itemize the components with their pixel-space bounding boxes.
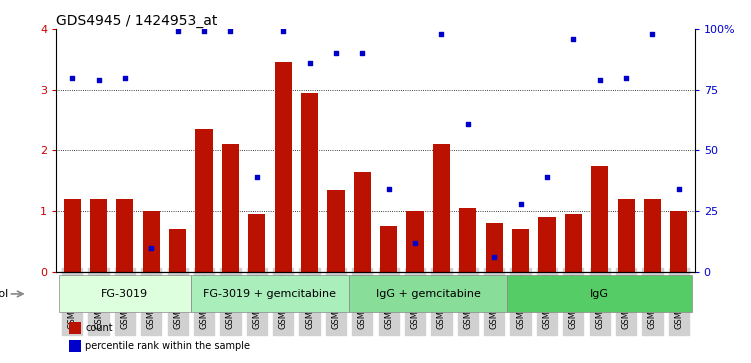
Bar [69,340,80,352]
Point [488,254,500,260]
Point [409,240,421,246]
Bar [349,276,508,313]
Bar [195,129,213,272]
Bar [644,199,661,272]
Bar [327,190,345,272]
Bar [116,199,134,272]
Bar [169,229,186,272]
Point [145,245,157,250]
Point [383,186,395,192]
Point [567,36,579,42]
Bar [486,223,502,272]
Bar [143,211,160,272]
Point [225,29,237,34]
Text: protocol: protocol [0,289,8,299]
Point [436,31,448,37]
Bar [301,93,318,272]
Point [514,201,526,207]
Point [356,50,368,56]
Point [330,50,342,56]
Bar [671,211,687,272]
Bar [406,211,424,272]
Bar [460,208,476,272]
Bar [69,322,80,334]
Text: count: count [85,323,113,333]
Bar [222,144,239,272]
Point [673,186,685,192]
Bar [64,199,80,272]
Bar [249,214,265,272]
Bar [433,144,450,272]
Point [594,77,606,83]
Text: FG-3019: FG-3019 [101,289,149,299]
Point [92,77,104,83]
Text: FG-3019 + gemcitabine: FG-3019 + gemcitabine [204,289,336,299]
Point [172,29,184,34]
Point [66,75,78,81]
Bar [538,217,556,272]
Bar [508,276,692,313]
Point [462,121,474,127]
Point [251,174,263,180]
Point [198,29,210,34]
Bar [90,199,107,272]
Bar [565,214,582,272]
Point [119,75,131,81]
Text: percentile rank within the sample: percentile rank within the sample [85,341,250,351]
Point [303,60,315,66]
Bar [275,62,291,272]
Point [541,174,553,180]
Bar [59,276,191,313]
Bar [512,229,529,272]
Text: IgG + gemcitabine: IgG + gemcitabine [376,289,481,299]
Point [277,29,289,34]
Bar [191,276,349,313]
Bar [380,226,397,272]
Text: GDS4945 / 1424953_at: GDS4945 / 1424953_at [56,14,218,28]
Point [620,75,632,81]
Point [647,31,659,37]
Text: IgG: IgG [590,289,609,299]
Bar [591,166,608,272]
Bar [354,172,371,272]
Bar [617,199,635,272]
